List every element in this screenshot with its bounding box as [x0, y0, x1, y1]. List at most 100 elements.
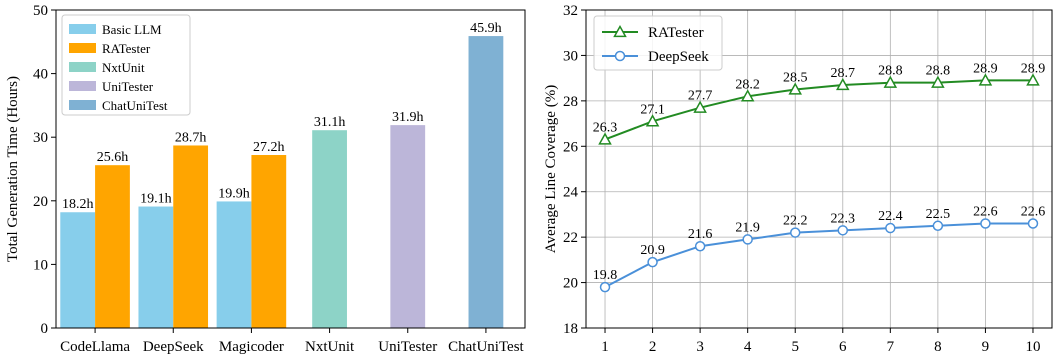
legend-swatch [69, 100, 96, 110]
y-tick-label: 50 [33, 3, 48, 19]
y-tick-label: 30 [33, 130, 48, 146]
bar-value-label: 31.1h [314, 115, 346, 130]
bar [173, 145, 209, 328]
data-point-marker [647, 256, 658, 268]
x-tick-label: 7 [887, 339, 895, 355]
bar [138, 206, 174, 328]
data-point-marker [694, 240, 706, 252]
legend-label: Basic LLM [102, 22, 162, 37]
bar [95, 165, 130, 328]
x-tick-label: UniTester [378, 339, 437, 355]
legend-label: DeepSeek [648, 49, 709, 65]
data-point-marker [883, 75, 898, 88]
data-point-label: 20.9 [640, 243, 665, 258]
x-tick-label: 2 [649, 339, 657, 355]
data-point-marker [836, 77, 850, 91]
bar-value-label: 19.1h [140, 192, 172, 207]
y-tick-label: 28 [563, 94, 578, 110]
series-line-deepseek [604, 222, 1033, 288]
data-point-label: 28.9 [973, 61, 998, 76]
series-line-ratester [604, 79, 1033, 141]
data-point-label: 21.6 [688, 227, 713, 242]
y-tick-label: 20 [563, 276, 578, 292]
data-point-marker [931, 75, 945, 88]
x-tick-label: Magicoder [219, 339, 284, 355]
data-point-marker [980, 218, 991, 229]
x-tick-label: DeepSeek [143, 339, 204, 355]
legend-swatch [69, 62, 96, 72]
data-point-marker [740, 89, 755, 102]
bar-value-label: 18.2h [62, 197, 94, 212]
y-tick-label: 30 [563, 48, 578, 64]
y-tick-label: 20 [33, 194, 48, 210]
data-point-label: 22.2 [783, 214, 808, 229]
legend-marker [613, 24, 627, 38]
y-tick-label: 18 [563, 321, 578, 337]
data-point-label: 22.5 [926, 207, 951, 222]
legend-swatch [69, 43, 96, 53]
data-point-label: 26.3 [593, 120, 618, 135]
legend: Basic LLM RATester NxtUnit UniTester ChatUni… [61, 14, 191, 116]
x-tick-label: 8 [934, 339, 942, 355]
data-point-marker [645, 114, 660, 127]
legend-label: NxtUnit [102, 60, 145, 75]
data-point-label: 22.6 [973, 205, 998, 220]
x-tick-label: ChatUniTest [448, 339, 524, 355]
data-point-label: 28.7 [831, 66, 856, 81]
legend-label: RATester [648, 25, 704, 41]
x-tick-label: 3 [696, 339, 704, 355]
x-tick-label: 10 [1025, 339, 1040, 355]
y-tick-label: 32 [563, 3, 578, 19]
line-chart-panel: 26.3 27.1 27.7 28.2 28.5 28.7 28.8 28.8 28.9 28.9… [543, 3, 1053, 355]
y-axis-label: Total Generation Time (Hours) [5, 76, 21, 262]
legend-swatch [69, 81, 96, 91]
y-tick-label: 0 [41, 321, 49, 337]
x-tick-label: 4 [744, 339, 752, 355]
bar [390, 125, 426, 328]
bar-value-label: 31.9h [392, 110, 424, 125]
bar [60, 212, 96, 328]
x-tick-label: 1 [601, 339, 609, 355]
data-point-label: 27.7 [688, 89, 713, 104]
plot-frame [585, 9, 1053, 329]
data-point-label: 27.1 [640, 102, 665, 117]
data-point-label: 28.8 [878, 64, 903, 79]
y-tick-label: 22 [563, 230, 578, 246]
data-point-label: 28.8 [926, 64, 951, 79]
data-point-label: 19.8 [593, 268, 618, 283]
data-point-label: 28.5 [783, 71, 808, 86]
bar-value-label: 19.9h [218, 186, 250, 201]
legend: RATester DeepSeek [593, 15, 723, 71]
data-point-label: 22.6 [1021, 205, 1046, 220]
data-point-marker [885, 222, 896, 234]
data-point-marker [599, 281, 611, 293]
bar [312, 130, 347, 328]
y-tick-label: 10 [33, 257, 48, 273]
y-tick-label: 40 [33, 67, 48, 83]
bar [251, 155, 287, 328]
legend-label: UniTester [102, 79, 154, 94]
x-tick-label: CodeLlama [60, 339, 130, 355]
bar-value-label: 45.9h [470, 21, 502, 36]
bar [468, 36, 504, 329]
x-tick-label: NxtUnit [305, 339, 355, 355]
y-axis-label: Average Line Coverage (%) [543, 85, 559, 253]
x-tick-label: 9 [982, 339, 990, 355]
legend-swatch [69, 24, 96, 34]
data-point-marker [789, 227, 801, 238]
data-point-marker [932, 220, 944, 232]
bar-value-label: 27.2h [253, 140, 285, 155]
legend-marker [614, 50, 626, 62]
data-point-marker [598, 132, 612, 145]
bar-chart-panel: 18.2h 19.1h 19.9h 25.6h 28.7h 27.2h 31.1h 31.9h… [5, 3, 526, 355]
data-point-marker [978, 73, 993, 86]
plot-frame [55, 9, 526, 329]
bar [216, 201, 252, 328]
y-tick-label: 26 [563, 139, 579, 155]
data-point-marker [1026, 73, 1040, 86]
data-point-label: 21.9 [735, 220, 760, 235]
y-tick-label: 24 [563, 185, 579, 201]
legend-label: RATester [102, 41, 151, 56]
data-point-label: 22.3 [831, 211, 856, 226]
data-point-marker [1027, 218, 1039, 229]
